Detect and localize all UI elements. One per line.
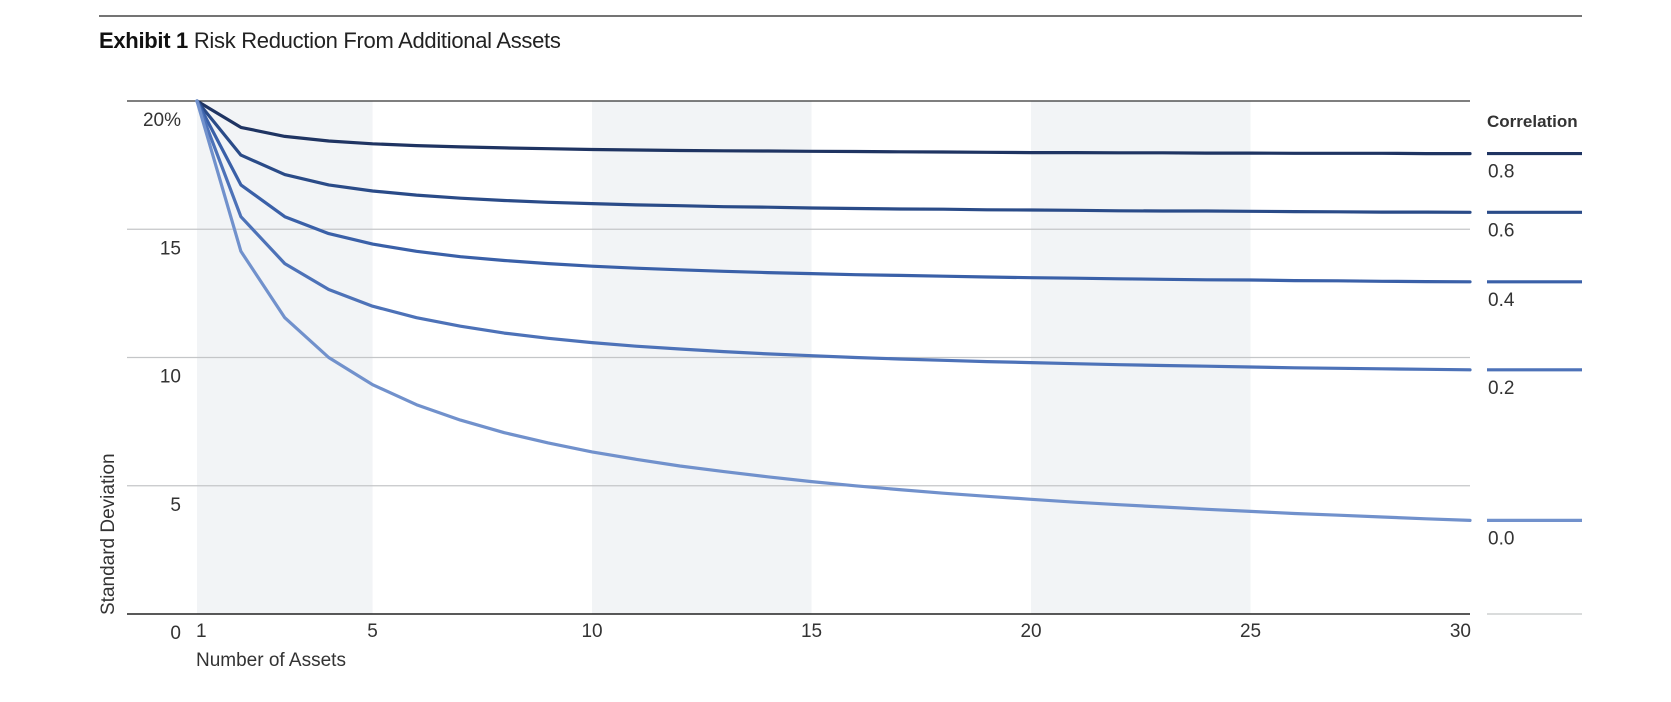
- x-tick-label: 30: [1450, 621, 1471, 642]
- y-tick-label: 15: [160, 238, 181, 259]
- series-line-0.6: [195, 99, 1472, 214]
- legend-label-0.4: 0.4: [1488, 290, 1515, 311]
- x-tick-label: 15: [801, 621, 822, 642]
- legend: Correlation 0.8 0.6 0.4 0.2 0.0: [1487, 112, 1582, 615]
- legend-label-0.8: 0.8: [1488, 162, 1514, 183]
- legend-label-0.0: 0.0: [1488, 528, 1514, 549]
- y-axis-label: Standard Deviation: [98, 453, 119, 615]
- legend-label-0.6: 0.6: [1488, 220, 1514, 241]
- legend-title: Correlation: [1487, 112, 1578, 131]
- x-axis-label: Number of Assets: [196, 650, 346, 671]
- exhibit-title: Risk Reduction From Additional Assets: [193, 28, 561, 53]
- series-line-0.8: [195, 99, 1472, 156]
- x-tick-label: 1: [196, 621, 207, 642]
- legend-label-0.2: 0.2: [1488, 378, 1514, 399]
- chart-title: Exhibit 1 Risk Reduction From Additional…: [99, 28, 561, 54]
- series-line-0.4: [195, 99, 1472, 284]
- y-tick-label: 0: [170, 623, 181, 644]
- gridlines: [127, 100, 1470, 487]
- x-tick-label: 10: [581, 621, 602, 642]
- y-tick-label: 20%: [143, 110, 181, 131]
- y-tick-label: 5: [170, 495, 181, 516]
- series-line-0.0: [195, 99, 1472, 523]
- y-tick-label: 10: [160, 367, 181, 388]
- series-line-0.2: [195, 99, 1472, 372]
- series-lines: [195, 99, 1472, 523]
- exhibit-label: Exhibit 1: [99, 28, 188, 53]
- x-tick-label: 5: [367, 621, 378, 642]
- x-tick-label: 25: [1240, 621, 1261, 642]
- x-tick-label: 20: [1020, 621, 1041, 642]
